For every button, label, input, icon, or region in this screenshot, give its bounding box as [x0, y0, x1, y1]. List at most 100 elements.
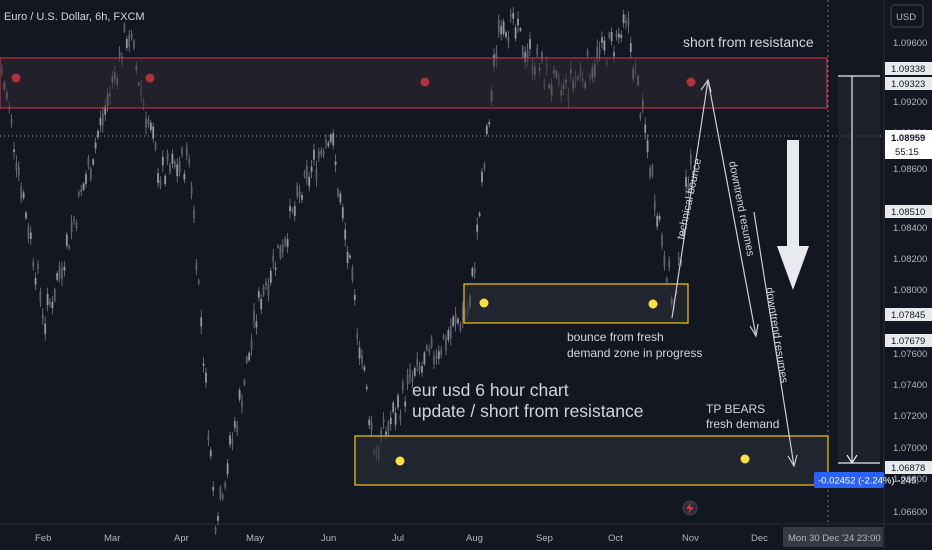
- candle-body: [145, 118, 147, 129]
- candle-body: [476, 224, 479, 232]
- candle-body: [519, 28, 522, 31]
- candle-body: [197, 280, 200, 284]
- candle-body: [502, 21, 505, 34]
- candle-body: [413, 368, 416, 376]
- candle-body: [495, 52, 498, 61]
- time-tick: May: [246, 533, 264, 544]
- candle-body: [63, 266, 66, 271]
- candle-body: [296, 184, 299, 197]
- candle-body: [392, 402, 395, 412]
- candle-body: [449, 325, 452, 339]
- measure-tool[interactable]: -0.02452 (-2.24%) -245.: [814, 75, 919, 488]
- candle-body: [77, 192, 80, 196]
- candle-body: [644, 124, 647, 133]
- candle-body: [521, 46, 524, 57]
- candle-body: [459, 324, 462, 331]
- candle-body: [313, 149, 315, 160]
- measure-arrowhead: [846, 454, 858, 465]
- candle-body: [385, 431, 387, 435]
- price-tick: 1.07400: [893, 380, 927, 391]
- candle-body: [325, 139, 327, 144]
- candle-body: [123, 23, 126, 32]
- candle-body: [265, 282, 267, 286]
- candle-body: [25, 212, 27, 219]
- candle-body: [404, 401, 407, 407]
- time-axis-ticks: Feb Mar Apr May Jun Jul Aug Sep Oct Nov …: [35, 533, 768, 544]
- candle-body: [159, 179, 162, 186]
- symbol-title[interactable]: Euro / U.S. Dollar, 6h, FXCM: [4, 11, 145, 23]
- candle-body: [87, 157, 90, 167]
- candle-body: [447, 330, 450, 340]
- demand-zone-bottom[interactable]: [354, 435, 829, 486]
- candle-body: [689, 154, 692, 165]
- candle-body: [229, 435, 231, 445]
- candle-body: [445, 338, 447, 351]
- time-tick: Sep: [536, 533, 553, 544]
- price-axis-background[interactable]: [884, 0, 932, 550]
- candle-body: [205, 372, 207, 383]
- candle-body: [337, 189, 339, 197]
- resistance-touch-dot: [686, 77, 696, 87]
- candle-body: [85, 174, 87, 184]
- candle-body: [188, 159, 191, 163]
- candle-body: [68, 245, 71, 249]
- price-label-level: 1.08510: [891, 207, 925, 218]
- candle-body: [217, 516, 219, 521]
- candle-body: [89, 168, 92, 180]
- price-tick: 1.09600: [893, 38, 927, 49]
- candle-body: [394, 412, 397, 425]
- candle-body: [133, 40, 135, 49]
- candle-body: [361, 355, 363, 364]
- candle-body: [289, 205, 291, 212]
- candle-body: [617, 33, 620, 38]
- candle-body: [185, 147, 188, 156]
- price-label-level-box: [885, 308, 932, 321]
- candle-body: [416, 358, 419, 366]
- candle-body: [260, 298, 263, 310]
- candle-body: [483, 164, 486, 169]
- candle-body: [389, 417, 392, 425]
- demand-touch-dot: [740, 454, 750, 464]
- price-label-level: 1.07679: [891, 336, 925, 347]
- candle-body: [353, 294, 356, 300]
- candle-body: [257, 291, 260, 298]
- candle-body: [15, 162, 18, 170]
- candle-body: [128, 35, 131, 47]
- candle-body: [41, 314, 44, 320]
- candle-body: [488, 122, 491, 125]
- candle-body: [293, 205, 296, 217]
- resistance-zone[interactable]: [0, 57, 828, 109]
- candle-body: [596, 46, 599, 58]
- price-label-level-box: [885, 205, 932, 218]
- candle-body: [382, 419, 385, 423]
- candle-body: [370, 422, 373, 430]
- current-price-label-box: [885, 130, 932, 159]
- current-price-label: 1.08959: [891, 133, 925, 144]
- time-tick: Jul: [392, 533, 404, 544]
- currency-button[interactable]: [890, 4, 924, 28]
- candle-body: [387, 422, 390, 435]
- candle-body: [363, 366, 366, 371]
- candle-body: [207, 435, 210, 441]
- candle-body: [308, 176, 311, 187]
- candle-body: [677, 257, 680, 261]
- time-tick: Apr: [174, 533, 189, 544]
- currency-button-label: USD: [896, 12, 916, 23]
- price-axis-labels: 1.09338 1.09323 1.08959 55:15 1.08510 1.…: [885, 62, 932, 474]
- candle-body: [514, 27, 517, 39]
- candle-body: [10, 119, 13, 123]
- candle-body: [639, 114, 642, 119]
- downtrend-arrow-line-2: [753, 211, 795, 467]
- candle-body: [65, 234, 68, 246]
- candle-body: [368, 419, 371, 426]
- candle-body: [310, 166, 313, 172]
- candle-body: [82, 183, 85, 190]
- candle-body: [500, 26, 503, 35]
- lightning-icon[interactable]: [682, 500, 698, 516]
- candle-body: [421, 366, 423, 373]
- candle-body: [327, 142, 330, 147]
- candle-body: [406, 374, 409, 385]
- candle-body: [627, 18, 630, 27]
- price-tick: 1.08600: [893, 164, 927, 175]
